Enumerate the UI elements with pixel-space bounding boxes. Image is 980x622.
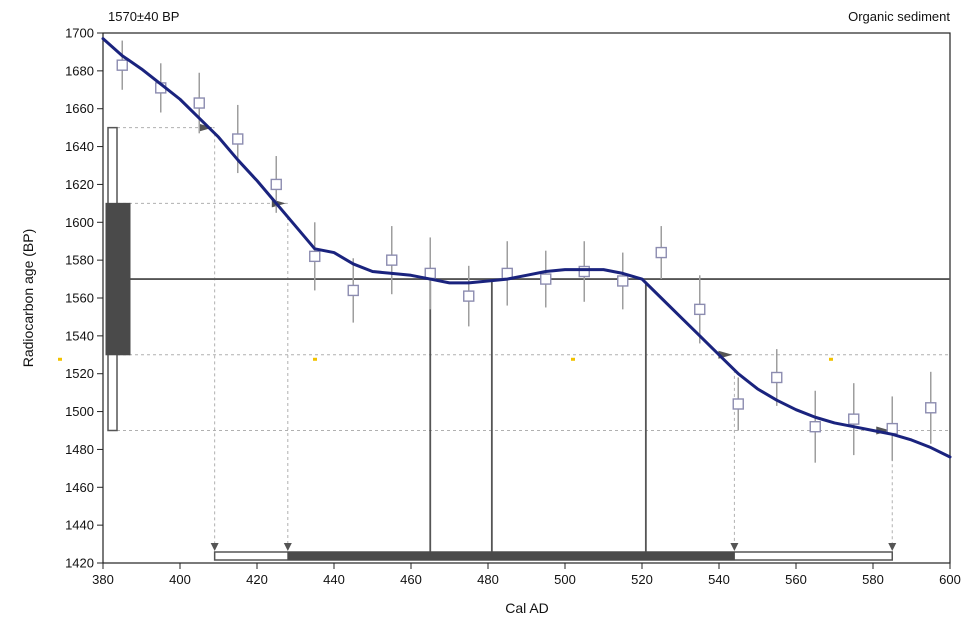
- x-sigma1-bar: [287, 551, 735, 561]
- y-tick-label-1: 1440: [65, 518, 94, 533]
- data-point-4: [270, 178, 282, 191]
- sigma-bars: [105, 126, 893, 561]
- y-tick-label-12: 1660: [65, 101, 94, 116]
- y-tick-label-13: 1680: [65, 63, 94, 78]
- data-point-15: [694, 303, 706, 316]
- data-point-7: [386, 254, 398, 266]
- chart-title-right: Organic sediment: [848, 9, 950, 24]
- x-tick-label-6: 500: [554, 572, 576, 587]
- y-tick-label-6: 1540: [65, 328, 94, 343]
- guide-lines: [58, 123, 950, 552]
- x-axis: 380 400 420 440 460 480 500 520 540 560 580 600: [92, 563, 961, 587]
- y-sigma1-bar: [105, 202, 131, 356]
- data-point-11: [540, 273, 552, 285]
- y-tick-label-4: 1500: [65, 404, 94, 419]
- x-tick-label-8: 540: [708, 572, 730, 587]
- y-tick-label-14: 1700: [65, 26, 94, 41]
- x-tick-label-11: 600: [939, 572, 961, 587]
- data-point-0: [116, 59, 128, 71]
- y-tick-label-0: 1420: [65, 556, 94, 571]
- calibration-curve: [101, 37, 952, 459]
- data-point-3: [232, 133, 244, 145]
- y-tick-label-2: 1460: [65, 480, 94, 495]
- x-tick-label-1: 400: [169, 572, 191, 587]
- y-tick-label-5: 1520: [65, 366, 94, 381]
- y-axis-label: Radiocarbon age (BP): [20, 229, 36, 368]
- y-tick-label-8: 1580: [65, 253, 94, 268]
- y-tick-label-3: 1480: [65, 442, 94, 457]
- down-arrow-0: [210, 543, 219, 551]
- x-tick-label-0: 380: [92, 572, 114, 587]
- right-arrow-0: [198, 123, 213, 132]
- x-axis-label: Cal AD: [505, 600, 549, 616]
- x-tick-label-10: 580: [862, 572, 884, 587]
- data-point-5: [309, 250, 321, 263]
- y-tick-label-9: 1600: [65, 215, 94, 230]
- data-point-16: [732, 398, 744, 410]
- data-point-21: [925, 402, 937, 414]
- marker-dot-2: [571, 357, 575, 361]
- data-point-18: [809, 421, 821, 433]
- y-axis: 1420 1440 1460 1480 1500 1520 1540 1560 1580 1600…: [65, 26, 103, 571]
- chart-title-left: 1570±40 BP: [108, 9, 179, 24]
- data-point-13: [617, 275, 629, 287]
- x-tick-label-7: 520: [631, 572, 653, 587]
- data-point-6: [347, 284, 359, 297]
- down-arrow-3: [888, 543, 897, 551]
- data-point-19: [848, 413, 860, 425]
- y-tick-label-10: 1620: [65, 177, 94, 192]
- x-tick-label-3: 440: [323, 572, 345, 587]
- y-tick-label-7: 1560: [65, 291, 94, 306]
- marker-dot-1: [313, 357, 317, 361]
- data-point-2: [193, 97, 205, 109]
- data-point-9: [463, 290, 475, 302]
- data-point-12: [578, 265, 590, 278]
- x-tick-label-2: 420: [246, 572, 268, 587]
- data-point-14: [655, 246, 667, 259]
- data-points: [116, 40, 937, 463]
- plot-frame: [102, 32, 951, 564]
- y-tick-label-11: 1640: [65, 139, 94, 154]
- x-tick-label-4: 460: [400, 572, 422, 587]
- x-tick-label-5: 480: [477, 572, 499, 587]
- calibration-curve-group: [101, 37, 952, 459]
- down-arrow-1: [283, 543, 292, 551]
- x-tick-label-9: 560: [785, 572, 807, 587]
- data-point-17: [771, 371, 783, 384]
- down-arrow-2: [730, 543, 739, 551]
- marker-dot-3: [829, 357, 833, 361]
- marker-dot-0: [58, 357, 62, 361]
